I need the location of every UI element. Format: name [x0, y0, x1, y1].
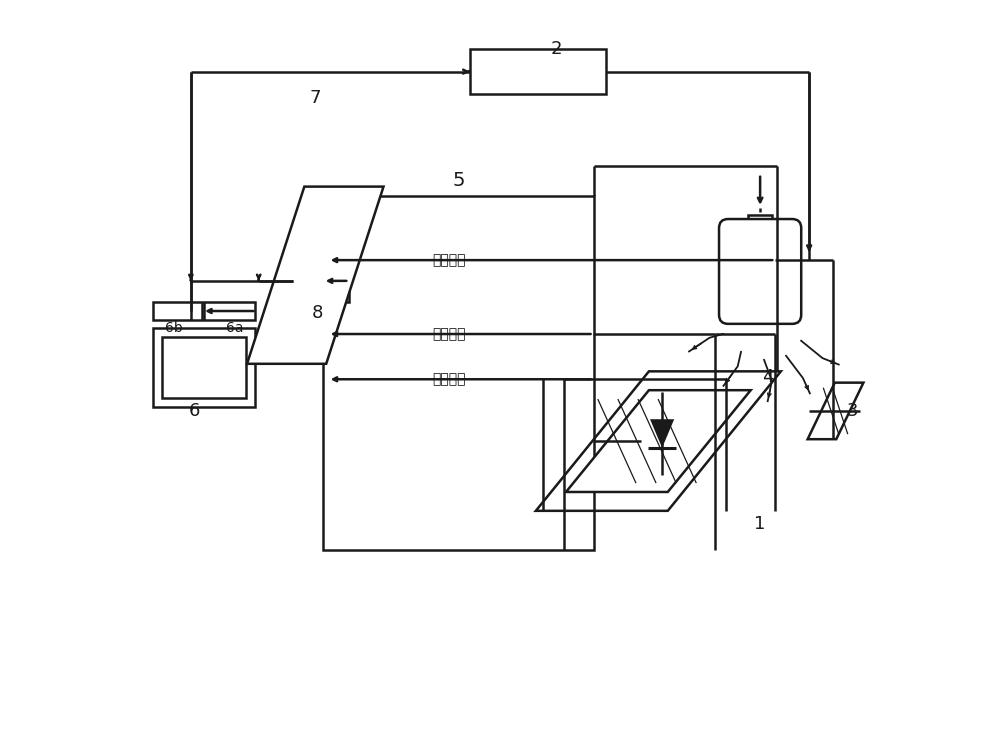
Text: 6a: 6a	[226, 321, 243, 335]
Text: 8: 8	[312, 304, 323, 322]
Text: 电压检测: 电压检测	[432, 327, 466, 341]
Bar	[153, 328, 255, 407]
Text: 电流检测: 电流检测	[432, 372, 466, 386]
Bar	[204, 302, 255, 320]
Bar	[748, 216, 772, 232]
Text: 2: 2	[551, 40, 562, 58]
Polygon shape	[247, 187, 384, 363]
FancyBboxPatch shape	[719, 219, 801, 324]
Text: 照度信号: 照度信号	[432, 253, 466, 267]
Text: 5: 5	[452, 171, 465, 191]
Text: 3: 3	[847, 402, 859, 420]
Bar	[153, 302, 202, 320]
Bar	[293, 260, 349, 302]
Text: 7: 7	[310, 89, 321, 107]
Text: 6b: 6b	[165, 321, 183, 335]
Polygon shape	[650, 419, 674, 448]
Text: 4: 4	[762, 368, 773, 386]
Polygon shape	[566, 391, 751, 492]
Text: 6: 6	[189, 402, 200, 420]
Bar	[470, 49, 606, 94]
Text: 1: 1	[754, 515, 766, 533]
Bar	[323, 196, 594, 550]
Bar	[162, 337, 246, 398]
Polygon shape	[808, 383, 863, 439]
